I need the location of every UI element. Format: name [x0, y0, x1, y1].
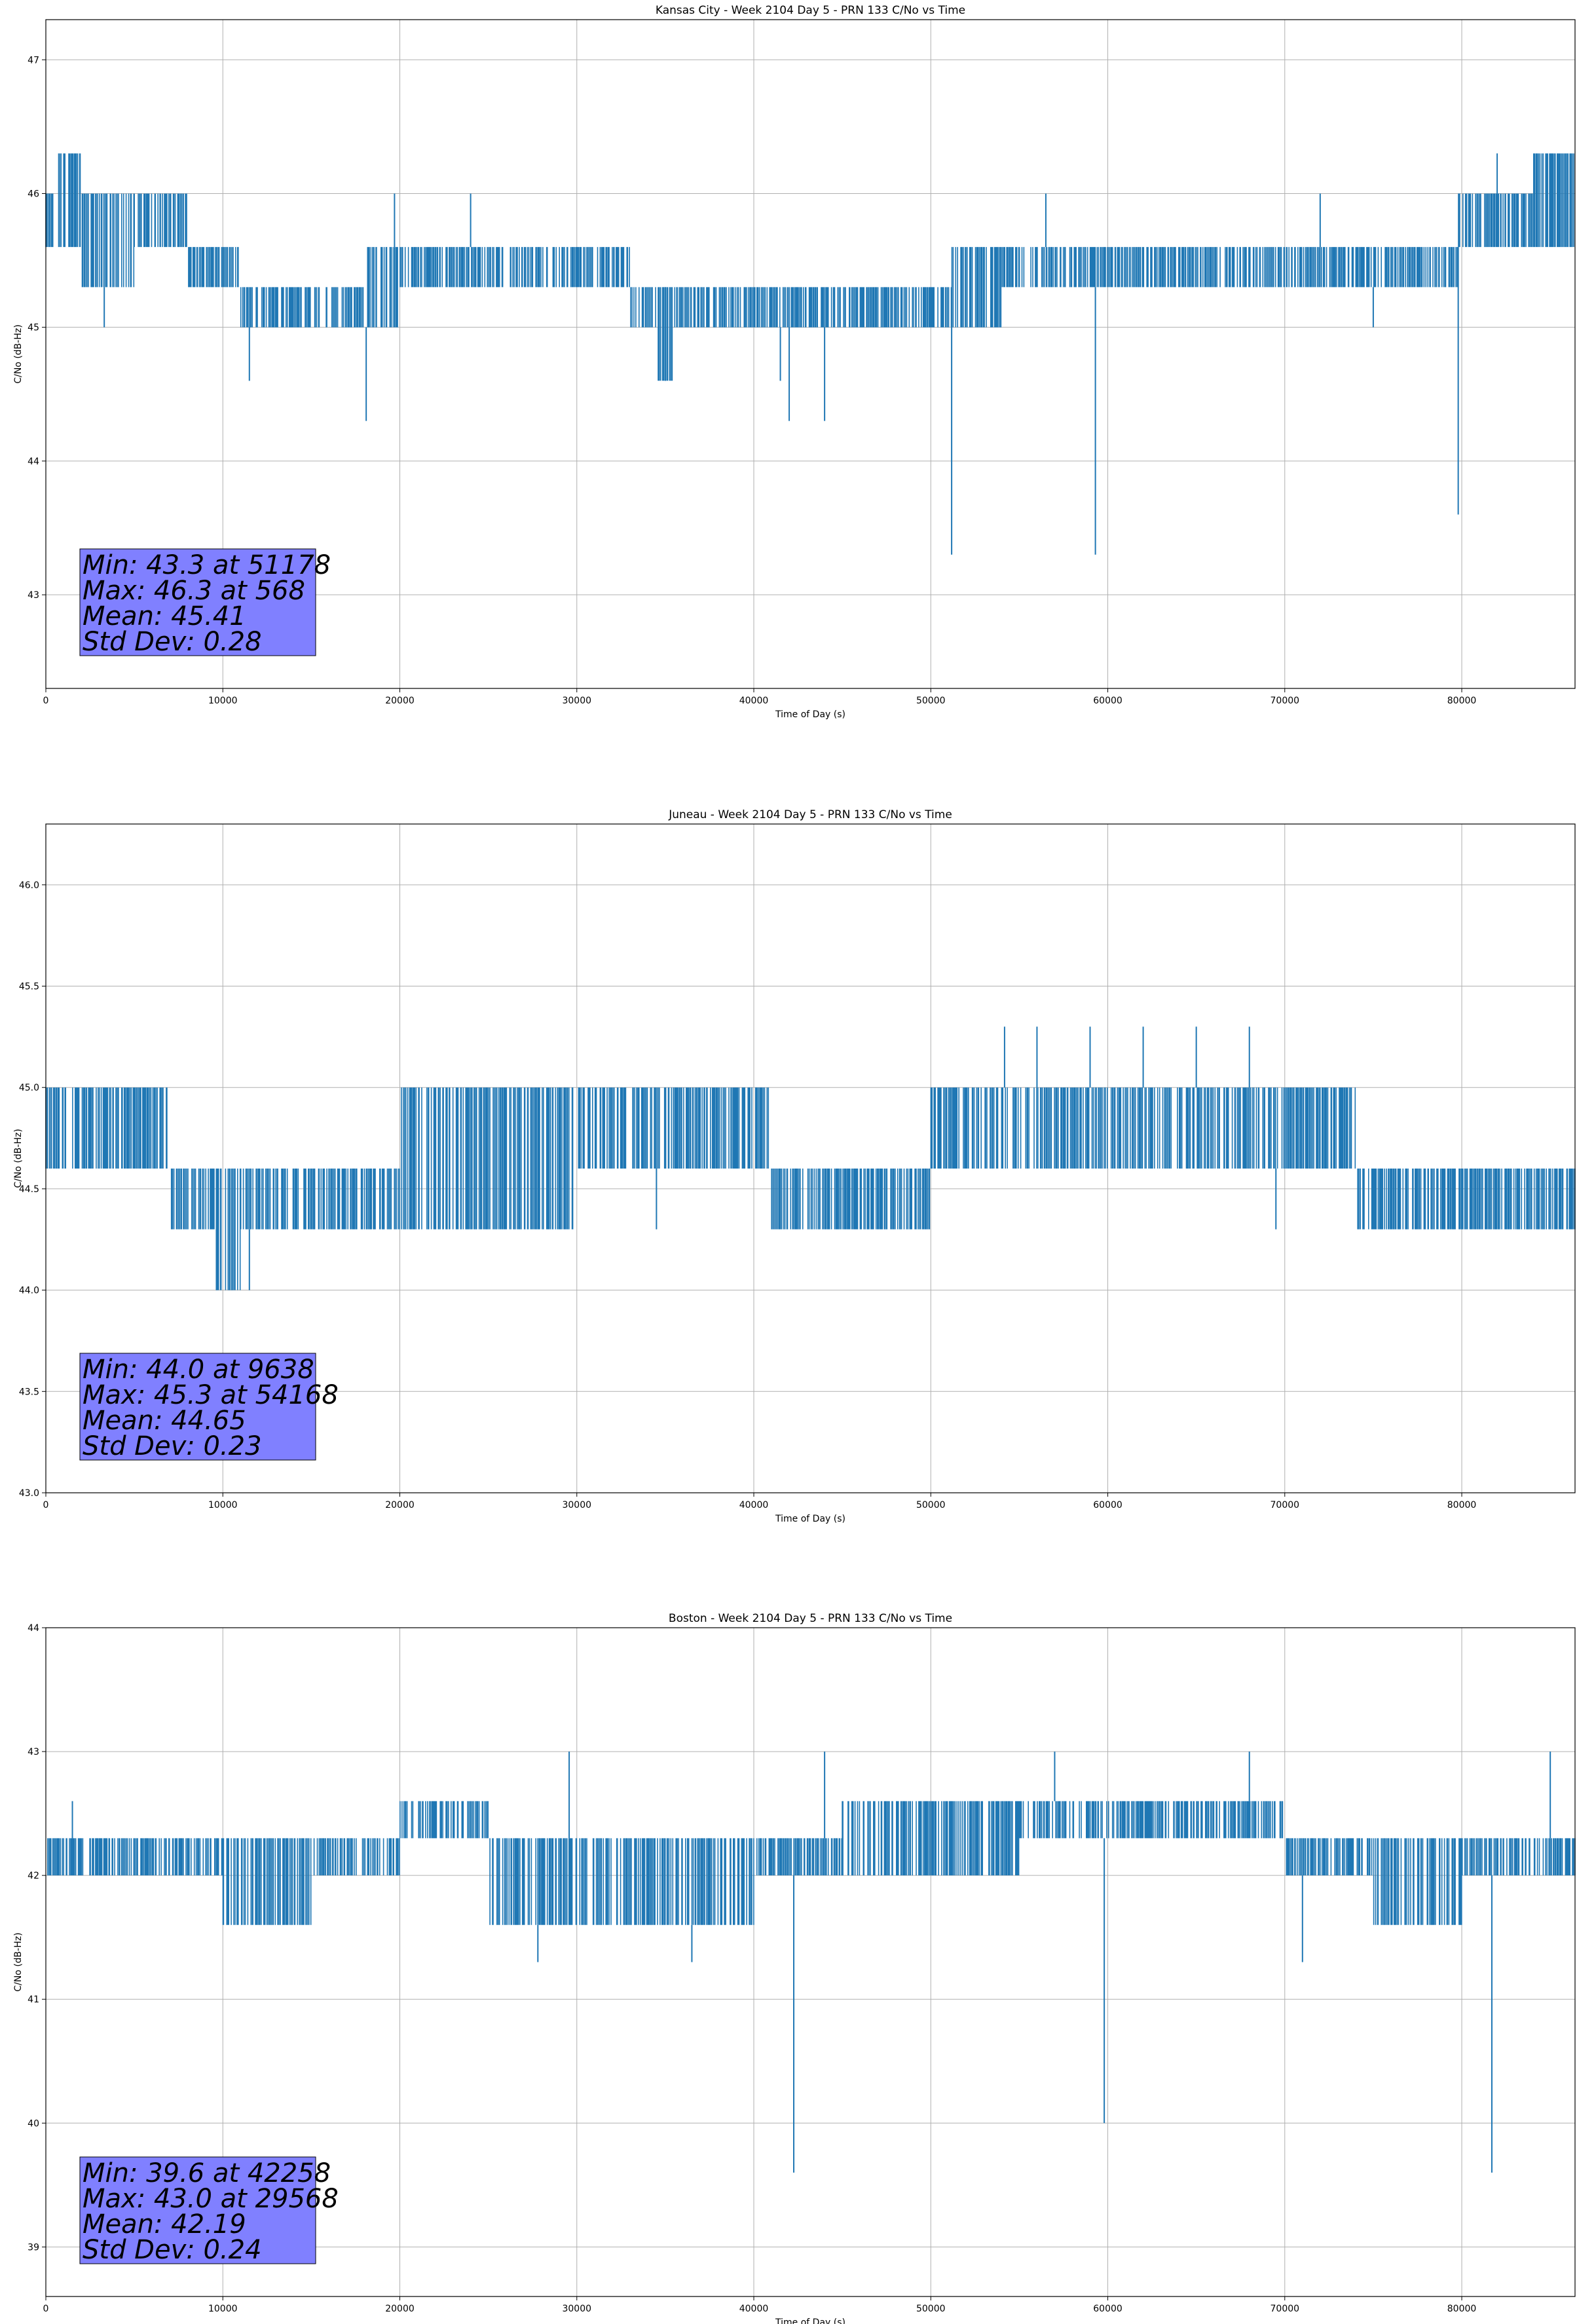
- stats-line: Mean: 45.41: [83, 601, 246, 631]
- x-tick-label: 40000: [739, 696, 769, 706]
- y-tick-label: 45: [28, 323, 39, 333]
- y-axis-label: C/No (dB-Hz): [13, 1129, 24, 1188]
- x-tick-label: 20000: [385, 2304, 415, 2314]
- chart-title: Boston - Week 2104 Day 5 - PRN 133 C/No …: [669, 1612, 952, 1625]
- axes-frame: [45, 1627, 1576, 2297]
- stats-line: Min: 44.0 at 9638: [83, 1355, 314, 1385]
- y-tick-label: 46: [28, 189, 39, 199]
- y-axis-label: C/No (dB-Hz): [13, 1932, 24, 1991]
- x-tick-label: 80000: [1447, 696, 1477, 706]
- stats-box: [79, 548, 316, 656]
- y-tick-label: 45.0: [19, 1083, 39, 1093]
- y-tick-label: 46.0: [19, 880, 39, 891]
- x-tick-label: 70000: [1271, 696, 1300, 706]
- x-tick-label: 30000: [562, 696, 591, 706]
- x-tick-label: 10000: [208, 696, 238, 706]
- chart-panel-2: Juneau - Week 2104 Day 5 - PRN 133 C/No …: [13, 808, 1576, 1524]
- signal-band: [45, 153, 1574, 381]
- x-tick-label: 70000: [1271, 1500, 1300, 1510]
- chart-title: Kansas City - Week 2104 Day 5 - PRN 133 …: [656, 4, 965, 17]
- x-tick-label: 80000: [1447, 2304, 1477, 2314]
- x-tick-label: 60000: [1093, 1500, 1122, 1510]
- stats-line: Std Dev: 0.28: [83, 627, 262, 657]
- chart-panel-3: Boston - Week 2104 Day 5 - PRN 133 C/No …: [13, 1612, 1576, 2324]
- x-tick-label: 50000: [916, 2304, 946, 2314]
- x-axis-label: Time of Day (s): [775, 709, 845, 720]
- x-axis-label: Time of Day (s): [775, 1514, 845, 1524]
- stats-line: Mean: 44.65: [83, 1406, 246, 1436]
- y-tick-label: 43: [28, 1747, 39, 1757]
- y-tick-label: 43: [28, 590, 39, 601]
- x-tick-label: 40000: [739, 2304, 769, 2314]
- y-tick-label: 42: [28, 1871, 39, 1881]
- x-tick-label: 20000: [385, 696, 415, 706]
- x-tick-label: 60000: [1093, 2304, 1122, 2314]
- y-tick-label: 47: [28, 55, 39, 66]
- x-tick-label: 50000: [916, 696, 946, 706]
- stats-box: [79, 2156, 316, 2264]
- stats-line: Std Dev: 0.23: [83, 1431, 262, 1461]
- stats-line: Mean: 42.19: [83, 2209, 246, 2240]
- x-tick-label: 50000: [916, 1500, 946, 1510]
- y-tick-label: 44: [28, 1623, 39, 1634]
- x-tick-label: 0: [43, 1500, 49, 1510]
- x-axis-label: Time of Day (s): [775, 2317, 845, 2324]
- x-tick-label: 10000: [208, 1500, 238, 1510]
- x-tick-label: 60000: [1093, 696, 1122, 706]
- chart-title: Juneau - Week 2104 Day 5 - PRN 133 C/No …: [668, 808, 952, 821]
- y-tick-label: 43.0: [19, 1488, 39, 1499]
- x-tick-label: 0: [43, 696, 49, 706]
- stats-line: Min: 43.3 at 51178: [83, 550, 331, 580]
- y-tick-label: 44.0: [19, 1286, 39, 1296]
- x-tick-label: 40000: [739, 1500, 769, 1510]
- stats-line: Max: 43.0 at 29568: [83, 2184, 339, 2214]
- stats-line: Std Dev: 0.24: [83, 2235, 262, 2265]
- axes-frame: [45, 19, 1576, 689]
- x-tick-label: 0: [43, 2304, 49, 2314]
- y-tick-label: 44: [28, 457, 39, 467]
- x-tick-label: 20000: [385, 1500, 415, 1510]
- chart-panel-1: Kansas City - Week 2104 Day 5 - PRN 133 …: [13, 4, 1576, 720]
- axes-frame: [45, 823, 1576, 1493]
- signal-band: [47, 1801, 1576, 1925]
- y-tick-label: 44.5: [19, 1184, 39, 1195]
- stats-line: Min: 39.6 at 42258: [83, 2158, 331, 2188]
- x-tick-label: 70000: [1271, 2304, 1300, 2314]
- stats-line: Max: 46.3 at 568: [83, 576, 305, 606]
- y-tick-label: 43.5: [19, 1387, 39, 1397]
- y-tick-label: 45.5: [19, 982, 39, 992]
- y-tick-label: 41: [28, 1995, 39, 2005]
- stats-line: Max: 45.3 at 54168: [83, 1380, 339, 1410]
- y-tick-label: 40: [28, 2118, 39, 2129]
- y-axis-label: C/No (dB-Hz): [13, 324, 24, 383]
- x-tick-label: 80000: [1447, 1500, 1477, 1510]
- x-tick-label: 30000: [562, 1500, 591, 1510]
- y-tick-label: 39: [28, 2242, 39, 2253]
- stats-box: [79, 1353, 316, 1461]
- x-tick-label: 30000: [562, 2304, 591, 2314]
- x-tick-label: 10000: [208, 2304, 238, 2314]
